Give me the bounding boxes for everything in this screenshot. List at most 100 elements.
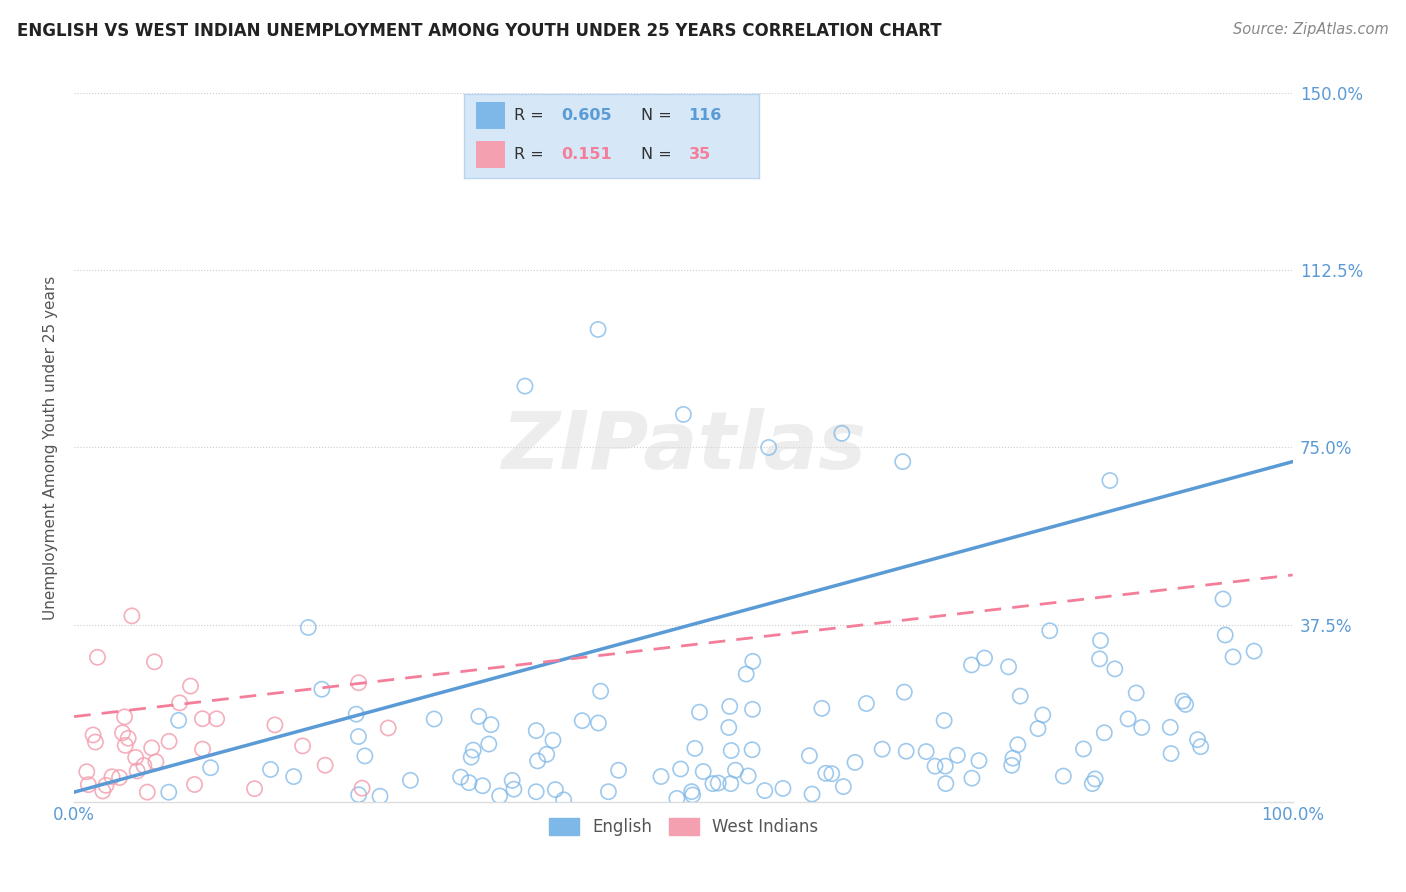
Point xyxy=(1007,738,1029,752)
Point xyxy=(1174,698,1197,712)
Point xyxy=(689,705,711,719)
Point xyxy=(347,788,370,802)
Text: N =: N = xyxy=(641,108,678,123)
Bar xyxy=(475,103,505,129)
Point xyxy=(94,778,117,792)
Point xyxy=(924,759,946,773)
Legend: English, West Indians: English, West Indians xyxy=(543,812,825,843)
Point xyxy=(1001,758,1024,772)
Point xyxy=(145,755,167,769)
Point xyxy=(758,441,780,455)
Point xyxy=(463,743,485,757)
Point xyxy=(399,773,422,788)
Point xyxy=(1125,686,1147,700)
Point xyxy=(821,766,844,780)
Point xyxy=(368,789,391,804)
Point xyxy=(243,781,266,796)
Point xyxy=(571,714,593,728)
Point xyxy=(501,773,523,788)
Point xyxy=(1084,772,1107,786)
Point xyxy=(157,734,180,748)
Point xyxy=(524,785,547,799)
Point xyxy=(586,322,609,336)
Point xyxy=(141,740,163,755)
Point xyxy=(720,777,742,791)
Point xyxy=(960,657,983,672)
Point xyxy=(205,712,228,726)
Text: 0.605: 0.605 xyxy=(561,108,612,123)
Point xyxy=(311,682,333,697)
Point xyxy=(1222,649,1244,664)
Text: ZIPatlas: ZIPatlas xyxy=(501,409,866,486)
Point xyxy=(1098,474,1121,488)
Bar xyxy=(475,141,505,169)
Point xyxy=(811,701,834,715)
Text: Source: ZipAtlas.com: Source: ZipAtlas.com xyxy=(1233,22,1389,37)
Point xyxy=(167,714,190,728)
Point xyxy=(544,782,567,797)
Point xyxy=(468,709,491,723)
Point xyxy=(479,717,502,731)
Point xyxy=(291,739,314,753)
Point xyxy=(1092,725,1115,739)
Point xyxy=(352,781,374,796)
Point xyxy=(169,696,191,710)
Point xyxy=(799,748,821,763)
Point xyxy=(1090,633,1112,648)
Point xyxy=(588,716,610,731)
Point xyxy=(754,783,776,797)
Text: R =: R = xyxy=(515,108,550,123)
Text: 0.151: 0.151 xyxy=(561,147,612,162)
Point xyxy=(423,712,446,726)
Point xyxy=(1052,769,1074,783)
Point xyxy=(1081,776,1104,790)
Point xyxy=(672,408,695,422)
Point xyxy=(772,781,794,796)
Point xyxy=(450,770,472,784)
Point xyxy=(934,714,956,728)
Point xyxy=(831,426,853,441)
Point xyxy=(844,756,866,770)
Point xyxy=(960,771,983,785)
Point xyxy=(471,779,494,793)
Point xyxy=(553,793,575,807)
Point xyxy=(669,762,692,776)
Point xyxy=(1159,720,1181,734)
Text: 116: 116 xyxy=(689,108,721,123)
Point xyxy=(967,754,990,768)
Point xyxy=(347,675,370,690)
Point xyxy=(1010,689,1032,703)
Point xyxy=(458,775,481,789)
Point xyxy=(737,769,759,783)
Point xyxy=(607,764,630,778)
Point xyxy=(735,667,758,681)
Point xyxy=(124,750,146,764)
Text: ENGLISH VS WEST INDIAN UNEMPLOYMENT AMONG YOUTH UNDER 25 YEARS CORRELATION CHART: ENGLISH VS WEST INDIAN UNEMPLOYMENT AMON… xyxy=(17,22,942,40)
Point xyxy=(84,735,107,749)
Point xyxy=(513,379,536,393)
Point xyxy=(707,776,730,790)
Point xyxy=(1104,662,1126,676)
Point xyxy=(460,750,482,764)
Point xyxy=(108,771,131,785)
Point xyxy=(524,723,547,738)
Point xyxy=(1130,721,1153,735)
Point xyxy=(526,754,548,768)
Point xyxy=(76,764,98,779)
Point xyxy=(143,655,166,669)
Point xyxy=(973,651,995,665)
Point xyxy=(724,763,747,777)
Point xyxy=(263,718,285,732)
Point xyxy=(1189,739,1212,754)
Point xyxy=(1088,652,1111,666)
Point xyxy=(681,784,703,798)
Point xyxy=(179,679,201,693)
Point xyxy=(1187,732,1209,747)
Point xyxy=(191,742,214,756)
Point xyxy=(682,788,704,802)
Point xyxy=(183,777,205,791)
Point xyxy=(297,620,319,634)
Point xyxy=(114,710,136,724)
Point xyxy=(935,776,957,790)
Point xyxy=(347,730,370,744)
